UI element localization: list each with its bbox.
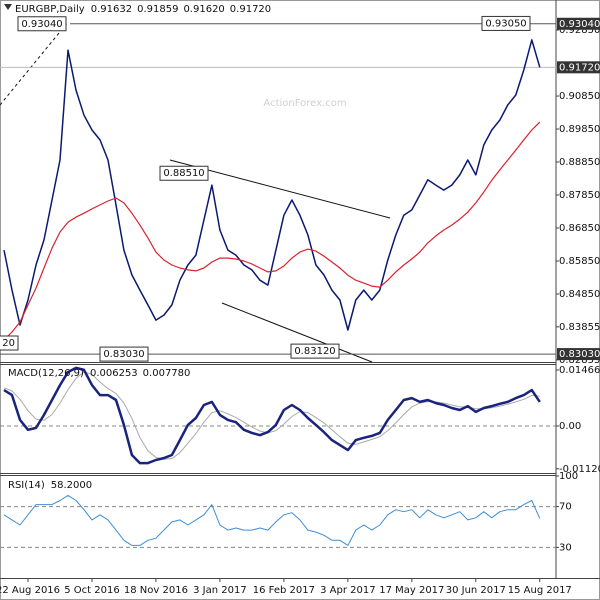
y-tick-label: 70 (559, 502, 572, 513)
header-value: 0.91859 (137, 4, 178, 15)
annotation-label: 0.88510 (163, 168, 204, 179)
trend-line (221, 302, 373, 363)
annotation-box (290, 343, 340, 359)
x-tick-label: 3 Jan 2017 (193, 585, 247, 596)
annotation-box (159, 165, 209, 181)
x-tick-label: 18 Nov 2016 (124, 585, 188, 596)
x-tick-label: 5 Oct 2016 (64, 585, 119, 596)
y-tick-label: 100 (559, 471, 578, 482)
y-tick-label: 0.86850 (559, 223, 600, 234)
series-line (3, 121, 541, 341)
level-box (557, 348, 600, 361)
level-label: 0.91720 (559, 62, 600, 73)
y-tick-label: 0.90850 (559, 91, 600, 102)
y-tick-label: -0.011202 (559, 464, 600, 475)
header-value: 58.2000 (51, 480, 92, 491)
y-tick-label: 30 (559, 542, 572, 553)
level-box (557, 61, 600, 74)
header-name: RSI(14) (8, 480, 45, 491)
level-box (557, 17, 600, 30)
x-tick-label: 22 Aug 2016 (0, 585, 60, 596)
header-value: 0.91632 (91, 4, 132, 15)
header-value: 0.91720 (230, 4, 271, 15)
x-tick-label: 3 Apr 2017 (320, 585, 375, 596)
y-tick-label: 0.82855 (559, 355, 600, 366)
annotation-box (481, 15, 531, 31)
annotation-label: 0.83030 (103, 349, 144, 360)
header-value: 0.006253 (90, 368, 138, 379)
y-tick-label: 0.00 (559, 421, 581, 432)
x-tick-label: 15 Aug 2017 (508, 585, 572, 596)
level-label: 0.83030 (559, 349, 600, 360)
x-tick-label: 30 Jun 2017 (446, 585, 506, 596)
annotation-box (0, 335, 19, 351)
annotation-label: 0.83120 (294, 346, 335, 357)
annotation-label: 0.93040 (21, 19, 62, 30)
y-tick-label: 0.84850 (559, 289, 600, 300)
y-tick-label: 0.85850 (559, 256, 600, 267)
annotation-box (17, 16, 67, 32)
annotation-label: 0.93050 (485, 18, 526, 29)
y-tick-label: 0.87850 (559, 190, 600, 201)
x-tick-label: 16 Feb 2017 (253, 585, 315, 596)
header-value: 0.007780 (143, 368, 191, 379)
annotation-box (99, 346, 149, 362)
series-line (3, 366, 541, 465)
y-tick-label: 0.83855 (559, 322, 600, 333)
icon (4, 4, 12, 10)
header-value: 0.91620 (183, 4, 224, 15)
series-line (3, 39, 541, 331)
series-line (3, 494, 541, 546)
y-tick-label: 0.014661 (559, 365, 600, 376)
x-tick-label: 17 May 2017 (379, 585, 444, 596)
header-name: EURGBP,Daily (15, 4, 85, 15)
y-tick-label: 0.88850 (559, 157, 600, 168)
level-label: 0.93040 (559, 19, 600, 30)
y-tick-label: 0.89850 (559, 124, 600, 135)
y-tick-label: 0.92850 (559, 25, 600, 36)
series-line (3, 371, 540, 460)
header-name: MACD(12,26,9) (8, 368, 84, 379)
annotation-label: 20 (2, 338, 15, 349)
watermark: ActionForex.com (263, 98, 346, 109)
